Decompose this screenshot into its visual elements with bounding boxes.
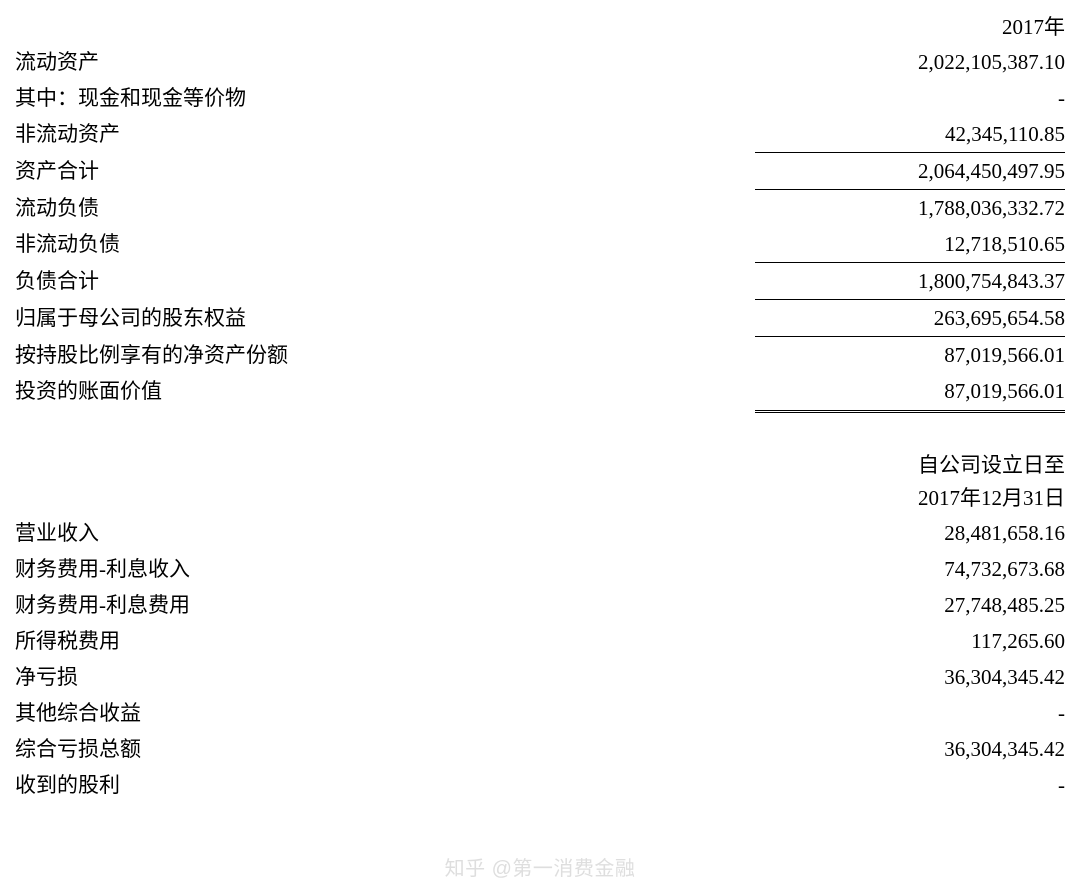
- row-value: 2,022,105,387.10: [755, 44, 1065, 80]
- section2-row: 其他综合收益 -: [15, 695, 1065, 731]
- section2-row: 所得税费用 117,265.60: [15, 623, 1065, 659]
- row-label: 按持股比例享有的净资产份额: [15, 337, 288, 373]
- row-value: -: [755, 80, 1065, 116]
- row-label: 收到的股利: [15, 767, 120, 803]
- section2-row: 营业收入 28,481,658.16: [15, 515, 1065, 551]
- row-label: 非流动负债: [15, 226, 120, 262]
- financial-table: 2017年 流动资产2,022,105,387.10其中：现金和现金等价物-非流…: [15, 10, 1065, 803]
- row-label: 非流动资产: [15, 116, 120, 152]
- row-label: 负债合计: [15, 263, 99, 299]
- row-value: -: [755, 695, 1065, 731]
- section2-row: 财务费用-利息费用 27,748,485.25: [15, 587, 1065, 623]
- row-label: 净亏损: [15, 659, 78, 695]
- row-value: 1,800,754,843.37: [755, 263, 1065, 300]
- section-spacer: [15, 413, 1065, 449]
- section2-row: 净亏损 36,304,345.42: [15, 659, 1065, 695]
- watermark-text: 知乎 @第一消费金融: [445, 852, 636, 881]
- section1-row: 投资的账面价值 87,019,566.01: [15, 373, 1065, 413]
- row-value: 36,304,345.42: [755, 659, 1065, 695]
- row-value: 117,265.60: [755, 623, 1065, 659]
- section2-header-row1: 自公司设立日至: [15, 449, 1065, 482]
- section2-header-row2: 2017年12月31日: [15, 482, 1065, 515]
- row-value: 36,304,345.42: [755, 731, 1065, 767]
- section1-row: 非流动资产 42,345,110.85: [15, 116, 1065, 153]
- row-value: 12,718,510.65: [755, 226, 1065, 263]
- section2-row: 财务费用-利息收入 74,732,673.68: [15, 551, 1065, 587]
- section1-row: 流动资产 2,022,105,387.10: [15, 44, 1065, 80]
- section1-row: 资产合计 2,064,450,497.95: [15, 153, 1065, 190]
- section1-header-row: 2017年: [15, 10, 1065, 44]
- section2-header-line1: 自公司设立日至: [755, 449, 1065, 482]
- row-value: 2,064,450,497.95: [755, 153, 1065, 190]
- row-value: 87,019,566.01: [755, 337, 1065, 373]
- row-value: -: [755, 767, 1065, 803]
- section1-row: 归属于母公司的股东权益 263,695,654.58: [15, 300, 1065, 337]
- row-label: 营业收入: [15, 515, 99, 551]
- row-label: 投资的账面价值: [15, 373, 162, 409]
- row-label: 综合亏损总额: [15, 731, 141, 767]
- row-label: 其中：现金和现金等价物: [15, 80, 246, 116]
- section2-body: 营业收入28,481,658.16财务费用-利息收入74,732,673.68财…: [15, 515, 1065, 803]
- row-value: 1,788,036,332.72: [755, 190, 1065, 226]
- section1-row: 按持股比例享有的净资产份额 87,019,566.01: [15, 337, 1065, 373]
- row-value: 28,481,658.16: [755, 515, 1065, 551]
- row-label: 归属于母公司的股东权益: [15, 300, 246, 336]
- row-value: 87,019,566.01: [755, 373, 1065, 413]
- row-label: 资产合计: [15, 153, 99, 189]
- section1-row: 其中：现金和现金等价物 -: [15, 80, 1065, 116]
- row-value: 263,695,654.58: [755, 300, 1065, 337]
- row-label: 流动负债: [15, 190, 99, 226]
- row-label: 财务费用-利息费用: [15, 587, 190, 623]
- section1-row: 非流动负债 12,718,510.65: [15, 226, 1065, 263]
- row-value: 74,732,673.68: [755, 551, 1065, 587]
- section1-row: 流动负债 1,788,036,332.72: [15, 190, 1065, 226]
- row-label: 所得税费用: [15, 623, 120, 659]
- section1-header: 2017年: [755, 10, 1065, 44]
- row-label: 其他综合收益: [15, 695, 141, 731]
- row-label: 财务费用-利息收入: [15, 551, 190, 587]
- row-value: 27,748,485.25: [755, 587, 1065, 623]
- row-label: 流动资产: [15, 44, 99, 80]
- section1-body: 流动资产 2,022,105,387.10 其中：现金和现金等价物 - 非流动资产 42,…: [15, 44, 1065, 413]
- section1-row: 负债合计 1,800,754,843.37: [15, 263, 1065, 300]
- row-value: 42,345,110.85: [755, 116, 1065, 153]
- section2-header-line2: 2017年12月31日: [755, 482, 1065, 515]
- section2-row: 综合亏损总额 36,304,345.42: [15, 731, 1065, 767]
- section2-row: 收到的股利 -: [15, 767, 1065, 803]
